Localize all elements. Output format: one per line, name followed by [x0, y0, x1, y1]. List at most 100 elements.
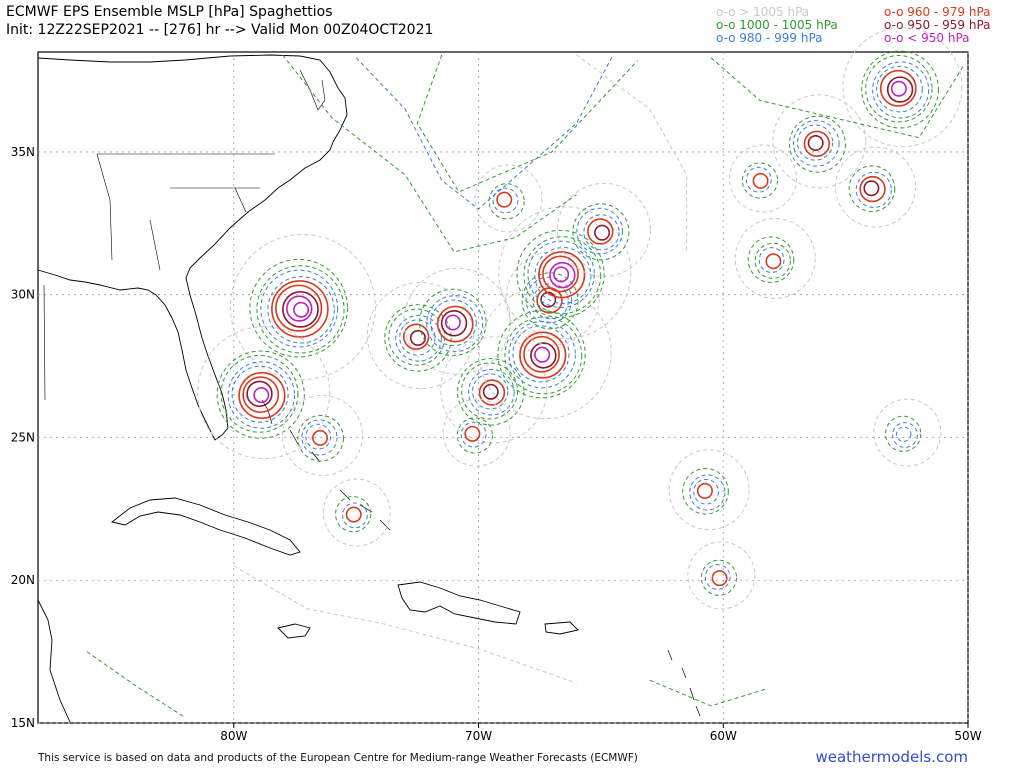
isobar-ring	[460, 421, 487, 448]
isobar-ring	[527, 240, 595, 309]
isobar-ring	[752, 172, 769, 189]
ensemble-low	[474, 164, 543, 233]
lat-tick-label: 30N	[11, 288, 35, 302]
isobar-ring	[496, 191, 513, 208]
isobar-ring	[229, 233, 376, 380]
isobar-ring	[504, 316, 583, 395]
ensemble-low	[873, 398, 942, 467]
isobar-ring	[512, 325, 570, 383]
isobar-ring	[478, 379, 506, 406]
isobar-ring	[892, 422, 918, 448]
isobar-ring	[523, 236, 602, 315]
isobar-ring	[342, 502, 368, 529]
isobar-ring	[728, 144, 797, 213]
legend-item-gt1005: o-o > 1005 hPa	[716, 5, 810, 19]
isobar-ring	[498, 206, 632, 340]
isobar-ring	[456, 417, 493, 454]
isobar-ring	[271, 280, 329, 338]
isobar-ring	[482, 383, 499, 400]
isobar-ring	[474, 164, 543, 233]
isobar-ring	[835, 146, 917, 228]
isobar-ring	[885, 415, 922, 452]
isobar-ring	[388, 308, 446, 366]
axis-labels: 80W 70W 60W 50W 35N 30N 25N 20N 15N	[11, 145, 982, 743]
isobar-ring	[461, 362, 519, 420]
jamaica	[277, 623, 311, 639]
isobar-ring	[395, 315, 442, 362]
legend-item-960-979: o-o 960 - 979 hPa	[884, 5, 991, 19]
ensemble-low	[734, 217, 816, 299]
isobar-ring	[281, 394, 363, 476]
map-grid	[38, 52, 969, 724]
ensemble-low	[281, 394, 363, 476]
map-title: ECMWF EPS Ensemble MSLP [hPa] Spaghettio…	[6, 4, 333, 20]
isobar-ring	[366, 282, 474, 390]
isobar-ring	[216, 350, 305, 439]
isobar-ring	[896, 426, 912, 442]
isobar-ring	[220, 354, 299, 433]
isobar-ring	[855, 171, 892, 208]
isobar-ring	[876, 65, 923, 113]
lat-tick-label: 20N	[11, 573, 35, 587]
isobar-ring	[227, 361, 296, 429]
isobar-ring	[572, 203, 630, 261]
ensemble-low	[668, 449, 750, 531]
isobar-ring	[842, 27, 963, 148]
isobar-ring	[534, 247, 592, 305]
ensemble-low	[772, 94, 867, 189]
isobar-ring	[293, 301, 310, 318]
isobar-contour	[233, 565, 577, 684]
isobar-ring	[492, 187, 519, 214]
isobar-ring	[286, 295, 313, 322]
isobar-ring	[741, 162, 779, 199]
isobar-ring	[754, 242, 791, 279]
isobar-ring	[556, 182, 651, 277]
isobar-ring	[478, 286, 612, 420]
isobar-ring	[765, 253, 782, 270]
ensemble-low	[197, 326, 331, 460]
isobar-ring	[436, 305, 474, 343]
isobar-ring	[444, 314, 461, 331]
ensemble-low	[842, 27, 963, 148]
isobar-ring	[468, 368, 515, 416]
isobar-ring	[890, 80, 907, 97]
ensemble-low	[322, 478, 391, 547]
lesser-antilles	[667, 649, 701, 717]
isobar-ring	[879, 69, 917, 107]
isobar-ring	[472, 373, 509, 410]
isobar-ring	[865, 55, 933, 123]
isobar-ring	[519, 331, 567, 379]
isobar-contour	[710, 57, 964, 139]
isobar-ring	[409, 329, 426, 346]
legend-item-1000-1005: o-o 1000 - 1005 hPa	[716, 18, 838, 32]
isobar-ring	[553, 266, 570, 283]
isobar-ring	[497, 310, 586, 399]
isobar-ring	[246, 380, 273, 408]
isobar-contour	[86, 651, 186, 718]
isobar-ring	[687, 541, 756, 610]
brand-link[interactable]: weathermodels.com	[815, 748, 968, 766]
isobar-ring	[863, 180, 880, 197]
isobar-ring	[587, 218, 614, 245]
ensemble-members	[86, 27, 964, 718]
isobar-ring	[668, 449, 750, 531]
lon-tick-label: 70W	[465, 729, 492, 743]
isobar-ring	[488, 183, 525, 220]
isobar-ring	[758, 247, 785, 273]
ensemble-low	[366, 282, 474, 390]
isobar-ring	[711, 570, 728, 587]
isobar-ring	[807, 134, 824, 151]
isobar-ring	[505, 251, 600, 346]
isobar-contour	[282, 54, 577, 253]
lat-tick-label: 25N	[11, 430, 35, 444]
isobar-ring	[538, 251, 586, 299]
lon-tick-label: 60W	[710, 729, 737, 743]
isobar-ring	[872, 61, 930, 119]
isobar-ring	[260, 269, 339, 348]
isobar-ring	[253, 387, 270, 404]
isobar-ring	[464, 425, 481, 442]
isobar-ring	[532, 283, 569, 320]
isobar-ring	[345, 506, 362, 523]
ensemble-low	[229, 233, 376, 380]
isobar-ring	[282, 290, 319, 328]
